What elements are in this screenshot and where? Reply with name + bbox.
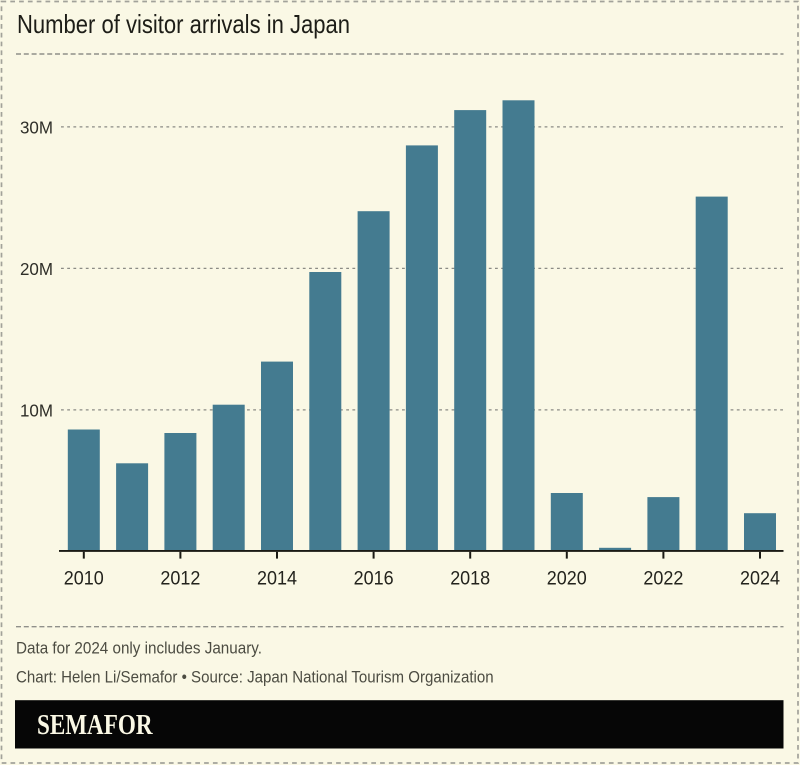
- svg-text:Data for 2024 only includes Ja: Data for 2024 only includes January.: [16, 639, 262, 658]
- svg-text:20M: 20M: [20, 259, 53, 279]
- svg-text:30M: 30M: [20, 117, 53, 137]
- svg-text:SEMAFOR: SEMAFOR: [37, 710, 153, 741]
- svg-text:Number of visitor arrivals in: Number of visitor arrivals in Japan: [17, 11, 350, 39]
- svg-text:2010: 2010: [64, 568, 104, 590]
- svg-text:Chart: Helen Li/Semafor • Sour: Chart: Helen Li/Semafor • Source: Japan …: [16, 668, 494, 687]
- svg-text:2024: 2024: [740, 568, 780, 590]
- svg-text:10M: 10M: [20, 400, 53, 420]
- svg-text:2020: 2020: [547, 568, 587, 590]
- svg-text:2012: 2012: [160, 568, 200, 590]
- svg-text:2018: 2018: [450, 568, 490, 590]
- svg-text:2016: 2016: [354, 568, 394, 590]
- svg-text:2022: 2022: [643, 568, 683, 590]
- svg-text:2014: 2014: [257, 568, 297, 590]
